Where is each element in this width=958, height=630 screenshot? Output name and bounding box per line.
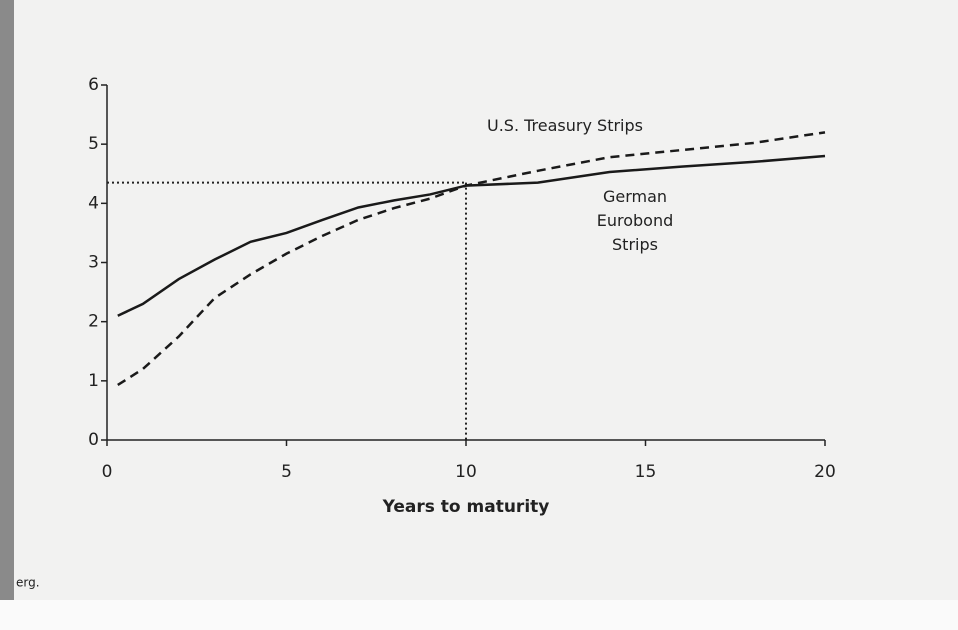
- series-line: [117, 131, 826, 387]
- y-tick-label: 5: [88, 134, 99, 154]
- x-tick-label: 0: [102, 462, 113, 482]
- page-bottom: [0, 600, 958, 630]
- series-label: German Eurobond Strips: [596, 187, 674, 254]
- x-tick-label: 20: [814, 462, 836, 482]
- y-tick-label: 1: [88, 371, 99, 391]
- x-tick-label: 15: [635, 462, 657, 482]
- y-tick-label: 4: [88, 193, 99, 213]
- page-edge: [0, 0, 14, 630]
- x-axis-title: Years to maturity: [382, 497, 550, 517]
- page-fragment: erg.: [16, 576, 40, 590]
- series-line: [117, 154, 826, 317]
- y-tick-label: 2: [88, 312, 99, 332]
- series-label: U.S. Treasury Strips: [487, 116, 643, 135]
- y-tick-label: 0: [88, 430, 99, 450]
- y-tick-label: 6: [88, 75, 99, 95]
- y-tick-label: 3: [88, 253, 99, 273]
- x-tick-label: 10: [455, 462, 477, 482]
- x-tick-label: 5: [281, 462, 292, 482]
